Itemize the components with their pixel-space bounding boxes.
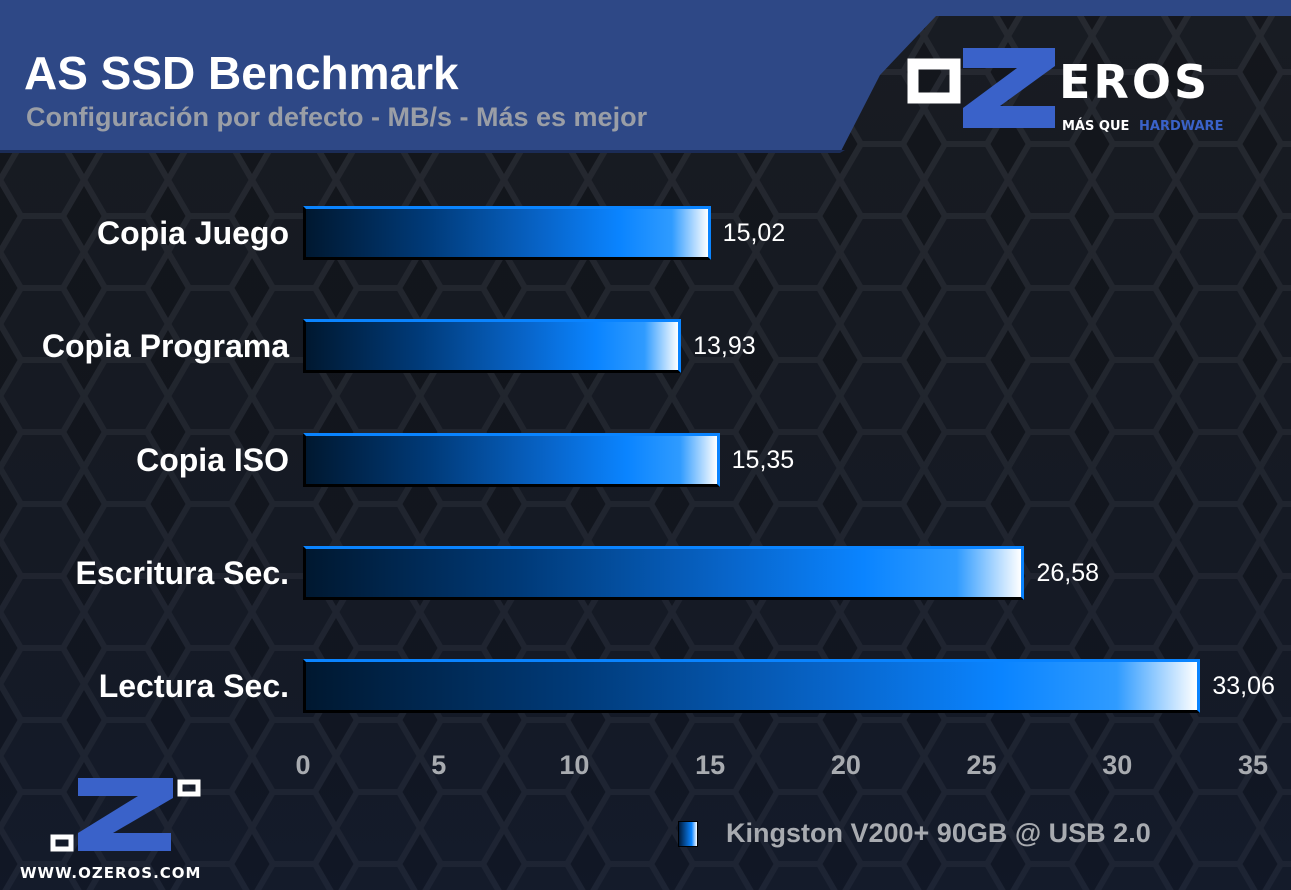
category-label: Copia Juego xyxy=(96,215,289,251)
category-label: Copia ISO xyxy=(136,442,289,478)
bar xyxy=(303,433,720,487)
svg-text:MÁS QUE: MÁS QUE xyxy=(1062,118,1129,134)
header-band xyxy=(0,0,1291,153)
data-label: 33,06 xyxy=(1212,672,1275,700)
bar xyxy=(303,319,682,373)
svg-text:EROS: EROS xyxy=(1059,55,1210,109)
x-tick-label: 0 xyxy=(295,750,311,780)
x-tick-label: 15 xyxy=(695,750,726,780)
page-title: AS SSD Benchmark xyxy=(24,47,459,99)
legend-swatch xyxy=(678,820,698,847)
legend-label: Kingston V200+ 90GB @ USB 2.0 xyxy=(726,818,1151,848)
x-tick-label: 35 xyxy=(1237,750,1269,780)
page-subtitle: Configuración por defecto - MB/s - Más e… xyxy=(26,102,648,132)
data-label: 15,02 xyxy=(722,219,786,247)
data-label: 15,35 xyxy=(731,446,795,474)
data-label: 13,93 xyxy=(693,332,756,360)
svg-text:HARDWARE: HARDWARE xyxy=(1139,119,1223,134)
svg-text:WWW.OZEROS.COM: WWW.OZEROS.COM xyxy=(20,864,201,882)
header: AS SSD Benchmark Configuración por defec… xyxy=(0,0,1291,153)
category-label: Escritura Sec. xyxy=(75,555,289,591)
legend: Kingston V200+ 90GB @ USB 2.0 xyxy=(678,818,1151,849)
x-tick-label: 20 xyxy=(830,750,861,780)
category-label: Lectura Sec. xyxy=(98,668,289,704)
bar xyxy=(303,659,1201,713)
ozeros-small-logo: WWW.OZEROS.COM xyxy=(20,778,201,882)
x-tick-label: 30 xyxy=(1102,750,1133,780)
x-tick-label: 10 xyxy=(559,750,590,780)
bar xyxy=(303,546,1025,600)
x-tick-label: 25 xyxy=(966,750,997,780)
data-label: 26,58 xyxy=(1036,559,1100,587)
ozeros-logo: EROS MÁS QUE HARDWARE xyxy=(907,48,1223,134)
category-label: Copia Programa xyxy=(41,328,289,364)
x-tick-label: 5 xyxy=(431,750,447,780)
bar xyxy=(303,206,711,260)
